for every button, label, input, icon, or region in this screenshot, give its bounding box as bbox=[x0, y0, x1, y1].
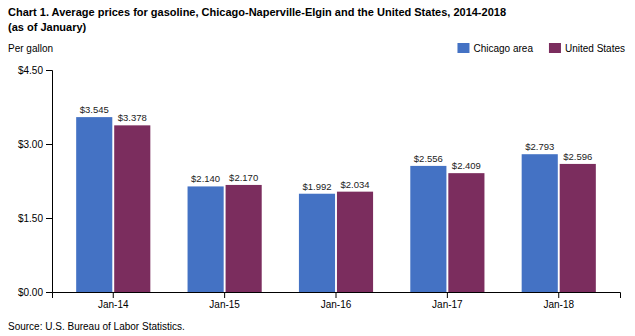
data-label: $2.596 bbox=[563, 151, 592, 162]
data-label: $2.556 bbox=[414, 153, 443, 164]
plot-area: $3.545 $2.140 $1.992 $2.556 $2.793 $3.378 $2.1… bbox=[18, 65, 621, 310]
tick-label: Jan-16 bbox=[321, 299, 352, 310]
subtitle: (as of January) bbox=[8, 21, 87, 33]
bars bbox=[76, 117, 596, 292]
chart: Chart 1. Average prices for gasoline, Ch… bbox=[0, 0, 635, 336]
title: Chart 1. Average prices for gasoline, Ch… bbox=[8, 6, 506, 18]
data-label: $3.378 bbox=[118, 112, 147, 123]
y-tick: $4.50 bbox=[18, 65, 52, 76]
tick-mark bbox=[558, 292, 559, 298]
tick-mark bbox=[46, 144, 52, 145]
legend-label: Chicago area bbox=[473, 43, 533, 54]
y-tick: $1.50 bbox=[18, 213, 52, 224]
data-label: $2.793 bbox=[525, 141, 554, 152]
legend-label: United States bbox=[565, 43, 625, 54]
bar bbox=[226, 185, 262, 292]
tick-label: $0.00 bbox=[18, 287, 43, 298]
data-label: $2.409 bbox=[452, 160, 481, 171]
data-label: $3.545 bbox=[80, 104, 109, 115]
tick-mark bbox=[447, 292, 448, 298]
tick-mark bbox=[224, 292, 225, 298]
data-label: $2.170 bbox=[229, 172, 258, 183]
y-tick: $0.00 bbox=[18, 287, 52, 298]
x-tick: Jan-18 bbox=[543, 292, 574, 310]
legend-swatch bbox=[549, 43, 561, 53]
tick-mark bbox=[336, 292, 337, 298]
x-tick: Jan-16 bbox=[321, 292, 352, 310]
bar bbox=[448, 173, 484, 292]
legend-item: United States bbox=[549, 43, 625, 54]
bar bbox=[76, 117, 112, 292]
tick-label: Jan-18 bbox=[543, 299, 574, 310]
x-axis: Jan-14 Jan-15 Jan-16 Jan-17 Jan-18 bbox=[53, 292, 621, 310]
tick-label: $3.00 bbox=[18, 139, 43, 150]
bar bbox=[522, 154, 558, 292]
bar bbox=[410, 166, 446, 292]
source-note: Source: U.S. Bureau of Labor Statistics. bbox=[8, 321, 185, 332]
legend-swatch bbox=[457, 43, 469, 53]
bar bbox=[337, 192, 373, 292]
tick-mark bbox=[46, 218, 52, 219]
axis-line bbox=[46, 71, 53, 293]
axis-line bbox=[53, 293, 621, 299]
tick-mark bbox=[113, 292, 114, 298]
x-tick: Jan-17 bbox=[432, 292, 463, 310]
legend: Chicago area United States bbox=[457, 43, 625, 54]
x-tick: Jan-14 bbox=[98, 292, 129, 310]
tick-label: $4.50 bbox=[18, 65, 43, 76]
data-label: $1.992 bbox=[302, 181, 331, 192]
data-label: $2.034 bbox=[340, 179, 369, 190]
tick-label: $1.50 bbox=[18, 213, 43, 224]
y-axis: $0.00 $1.50 $3.00 $4.50 bbox=[18, 65, 53, 298]
y-tick: $3.00 bbox=[18, 139, 52, 150]
legend-item: Chicago area bbox=[457, 43, 533, 54]
tick-mark bbox=[46, 292, 52, 293]
y-axis-label: Per gallon bbox=[8, 43, 53, 54]
x-tick: Jan-15 bbox=[209, 292, 240, 310]
bar bbox=[299, 194, 335, 292]
tick-label: Jan-17 bbox=[432, 299, 463, 310]
bar-series bbox=[114, 125, 596, 292]
data-label: $2.140 bbox=[191, 173, 220, 184]
tick-mark bbox=[46, 70, 52, 71]
bar-series bbox=[76, 117, 558, 292]
bar bbox=[114, 125, 150, 292]
bar bbox=[188, 186, 224, 292]
tick-label: Jan-15 bbox=[209, 299, 240, 310]
data-labels: $3.545 $2.140 $1.992 $2.556 $2.793 $3.378 $2.1… bbox=[80, 104, 593, 192]
tick-label: Jan-14 bbox=[98, 299, 129, 310]
bar bbox=[560, 164, 596, 292]
